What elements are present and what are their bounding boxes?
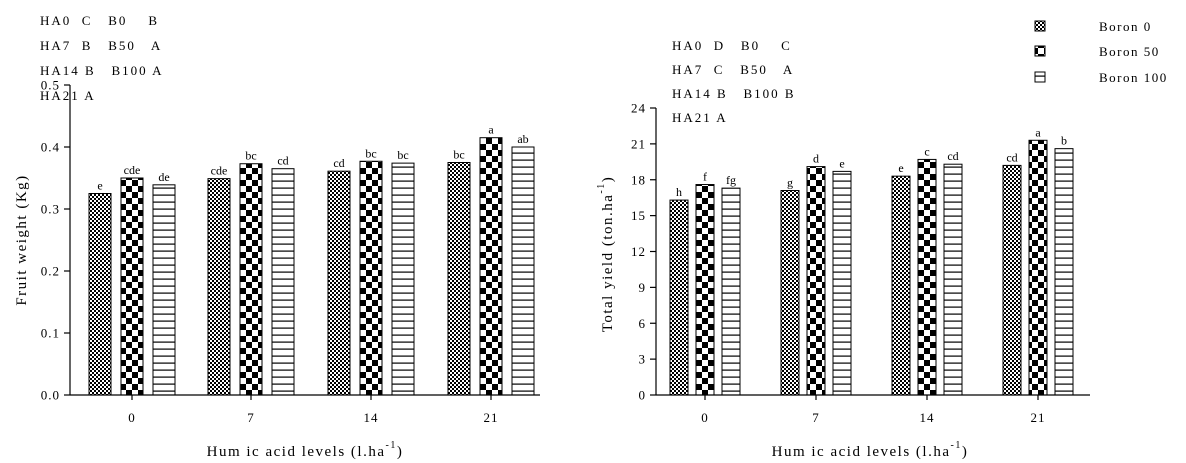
fw-bar-boron-0-ha0 (88, 193, 112, 396)
ty-sig-letter: h (676, 185, 682, 199)
fruit-weight-chart: e cde cd bc cde bc bc a de cd bc ab 0.0 0.1 0.2 0.3 0.4 0… (14, 13, 540, 460)
fw-sig-letter: ab (517, 132, 528, 146)
fw-annotation-line: HA0 C B0 B (40, 13, 159, 28)
fw-bar-boron-0-ha14 (327, 170, 351, 396)
legend-item-boron-100: Boron 100 (1034, 70, 1168, 85)
ty-bar-boron-100-ha0 (721, 187, 741, 396)
ty-sig-letter: e (898, 161, 903, 175)
ty-y-tick-label: 12 (631, 244, 646, 259)
fw-sig-letter: bc (397, 148, 408, 162)
ty-sig-letter: fg (726, 173, 736, 187)
fw-x-tick-label: 14 (364, 410, 379, 425)
fw-bar-boron-50-ha0 (120, 177, 144, 396)
fw-sig-letter: cd (277, 154, 288, 168)
ty-bar-boron-50-ha14 (917, 158, 937, 396)
ty-bar-boron-0-ha14 (891, 175, 911, 396)
ty-x-tick-label: 21 (1031, 410, 1046, 425)
fw-sig-letter: e (97, 179, 102, 193)
fw-y-tick-label: 0.4 (41, 140, 60, 155)
ty-annotation-line: HA0 D B0 C (672, 38, 792, 53)
ty-bar-boron-0-ha7 (780, 190, 800, 396)
ty-y-tick-label: 21 (631, 136, 646, 151)
fw-annotation-line: HA14 B B100 A (40, 63, 164, 78)
ty-sig-letter: f (703, 170, 707, 184)
fw-y-tick-label: 0.2 (41, 264, 60, 279)
legend-swatch-boron-0 (1034, 20, 1046, 32)
fw-y-tick-label: 0.1 (41, 326, 60, 341)
fw-annotation-line: HA7 B B50 A (40, 38, 162, 53)
ty-y-axis-title: Total yield (ton.ha-1) (596, 176, 616, 333)
legend-swatch-boron-100 (1034, 71, 1046, 83)
fw-x-tick-label: 7 (247, 410, 255, 425)
fw-bar-boron-0-ha21 (447, 162, 471, 396)
fw-x-tick-label: 0 (128, 410, 136, 425)
legend-item-boron-0: Boron 0 (1034, 19, 1152, 34)
ty-x-tick-label: 7 (812, 410, 820, 425)
fw-sig-letter: cde (124, 163, 141, 177)
total-yield-chart: h g e cd f d c a fg e cd b 0 3 6 9 12 15 18 21 24 0 7 14 21 Hum i… (596, 38, 1090, 460)
ty-bar-boron-0-ha21 (1002, 164, 1022, 396)
fw-sig-letter: bc (245, 149, 256, 163)
ty-annotation-line: HA14 B B100 B (672, 86, 796, 101)
fw-bar-boron-100-ha7 (271, 168, 295, 396)
ty-sig-letter: g (787, 176, 793, 190)
fw-x-axis-title: Hum ic acid levels (l.ha-1) (207, 440, 404, 460)
fw-sig-letter: bc (365, 146, 376, 160)
legend-label-boron-0: Boron 0 (1099, 19, 1152, 34)
ty-sig-letter: b (1061, 134, 1067, 148)
fw-sig-letter: cde (211, 164, 228, 178)
fw-bar-boron-100-ha21 (511, 146, 535, 396)
ty-bar-boron-100-ha21 (1054, 148, 1074, 396)
ty-bar-boron-0-ha0 (669, 199, 689, 396)
fw-sig-letter: de (158, 170, 169, 184)
ty-bar-boron-50-ha21 (1028, 139, 1048, 396)
ty-sig-letter: d (813, 152, 819, 166)
fw-sig-letter: cd (333, 156, 344, 170)
ty-x-tick-label: 14 (920, 410, 935, 425)
ty-y-tick-label: 15 (631, 208, 646, 223)
fw-y-tick-label: 0.0 (41, 388, 60, 403)
ty-annotation-line: HA21 A (672, 110, 728, 125)
fw-bar-boron-50-ha21 (479, 137, 503, 396)
fw-bar-boron-50-ha14 (359, 160, 383, 396)
fw-bar-boron-100-ha14 (391, 162, 415, 396)
fw-y-tick-label: 0.3 (41, 202, 60, 217)
ty-sig-letter: a (1035, 125, 1041, 139)
ty-x-axis-title: Hum ic acid levels (l.ha-1) (772, 440, 969, 460)
ty-annotation-line: HA7 C B50 A (672, 62, 794, 77)
ty-y-tick-label: 24 (631, 101, 646, 116)
ty-x-tick-label: 0 (701, 410, 709, 425)
legend-swatch-boron-50 (1034, 45, 1046, 57)
ty-bar-boron-100-ha7 (832, 170, 852, 396)
fw-x-tick-label: 21 (484, 410, 499, 425)
ty-bar-boron-50-ha7 (806, 166, 826, 396)
ty-sig-letter: e (839, 156, 844, 170)
fw-bar-boron-0-ha7 (207, 178, 231, 396)
ty-sig-letter: c (924, 144, 929, 158)
fw-bar-boron-50-ha7 (239, 163, 263, 396)
ty-y-tick-label: 18 (631, 172, 646, 187)
fw-annotation-line: HA21 A (40, 88, 96, 103)
ty-y-tick-label: 9 (639, 280, 647, 295)
fw-bar-boron-100-ha0 (152, 184, 176, 396)
ty-bar-boron-100-ha14 (943, 163, 963, 396)
ty-y-tick-label: 0 (639, 388, 647, 403)
ty-sig-letter: cd (1006, 150, 1017, 164)
fw-sig-letter: bc (453, 148, 464, 162)
ty-sig-letter: cd (947, 149, 958, 163)
ty-y-tick-label: 3 (639, 352, 647, 367)
fw-sig-letter: a (488, 123, 494, 137)
legend-item-boron-50: Boron 50 (1034, 44, 1160, 59)
fw-y-axis-title: Fruit weight (Kg) (14, 174, 30, 305)
legend-label-boron-50: Boron 50 (1099, 44, 1160, 59)
fw-y-tick-label: 0.5 (41, 78, 60, 93)
legend: Boron 0 Boron 50 Boron 100 (1034, 19, 1168, 85)
ty-y-tick-label: 6 (639, 316, 647, 331)
legend-label-boron-100: Boron 100 (1099, 70, 1168, 85)
ty-bar-boron-50-ha0 (695, 184, 715, 396)
